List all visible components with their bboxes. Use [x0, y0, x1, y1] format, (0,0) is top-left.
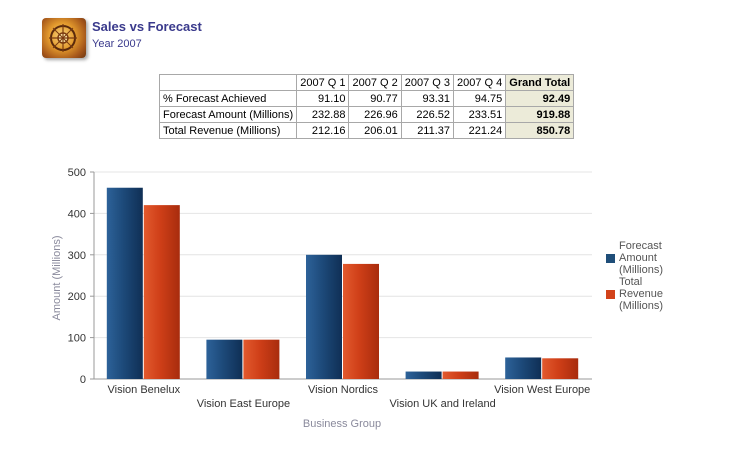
- y-tick-label: 400: [68, 208, 86, 220]
- table-cell: 221.24: [453, 122, 507, 139]
- y-tick-label: 500: [68, 167, 86, 179]
- report-title: Sales vs Forecast: [92, 19, 202, 34]
- table-cell: 91.10: [296, 90, 350, 107]
- bar-forecast: [106, 187, 143, 379]
- pivot-table: 2007 Q 1 2007 Q 2 2007 Q 3 2007 Q 4 Gran…: [158, 74, 575, 139]
- bar-forecast: [206, 339, 243, 379]
- table-cell: 211.37: [400, 122, 455, 139]
- table-cell: 226.96: [348, 106, 402, 123]
- y-tick-label: 0: [80, 374, 86, 386]
- pivot-header-row: 2007 Q 1 2007 Q 2 2007 Q 3 2007 Q 4 Gran…: [158, 74, 575, 91]
- bar-revenue: [442, 371, 479, 379]
- y-tick-label: 300: [68, 250, 86, 262]
- chart-axes: 0 100 200 300 400 500 Vision Benelux Vision Eas…: [68, 167, 592, 410]
- table-cell: 212.16: [296, 122, 350, 139]
- bar-revenue: [143, 205, 180, 379]
- y-axis-title: Amount (Millions): [51, 236, 63, 321]
- x-axis-title: Business Group: [303, 418, 381, 430]
- grand-total-cell: 919.88: [505, 106, 575, 123]
- bar-chart: 0 100 200 300 400 500 Vision Benelux Vision Eas…: [51, 167, 592, 430]
- bar-forecast: [306, 254, 342, 379]
- legend-item: Total Revenue (Millions): [604, 276, 724, 312]
- y-tick-label: 200: [68, 291, 86, 303]
- legend-item: Forecast Amount (Millions): [604, 240, 724, 276]
- y-tick-label: 100: [68, 333, 86, 345]
- x-tick-label: Vision East Europe: [197, 398, 290, 410]
- bar-revenue: [243, 339, 280, 379]
- table-cell: 226.52: [400, 106, 455, 123]
- bar-forecast: [405, 371, 442, 379]
- x-tick-label: Vision Nordics: [308, 384, 379, 396]
- x-tick-label: Vision West Europe: [494, 384, 590, 396]
- row-header: Forecast Amount (Millions): [158, 106, 298, 123]
- table-cell: 94.75: [453, 90, 507, 107]
- grand-total-header: Grand Total: [505, 74, 575, 91]
- row-header: Total Revenue (Millions): [158, 122, 298, 139]
- table-cell: 93.31: [400, 90, 455, 107]
- chart-bars: [106, 187, 579, 379]
- table-cell: 206.01: [348, 122, 402, 139]
- column-header: 2007 Q 4: [453, 74, 507, 91]
- x-tick-label: Vision UK and Ireland: [389, 398, 495, 410]
- bar-revenue: [343, 263, 379, 379]
- table-row: Forecast Amount (Millions) 232.88 226.96…: [158, 106, 575, 123]
- grand-total-cell: 92.49: [505, 90, 575, 107]
- pivot-corner-cell: [158, 74, 298, 91]
- x-tick-label: Vision Benelux: [108, 384, 181, 396]
- table-row: Total Revenue (Millions) 212.16 206.01 2…: [158, 122, 575, 139]
- column-header: 2007 Q 2: [348, 74, 402, 91]
- chart-legend: Forecast Amount (Millions) Total Revenue…: [604, 240, 724, 312]
- bar-forecast: [505, 357, 542, 379]
- legend-label: Total Revenue (Millions): [619, 276, 664, 312]
- table-cell: 90.77: [348, 90, 402, 107]
- row-header: % Forecast Achieved: [158, 90, 298, 107]
- table-row: % Forecast Achieved 91.10 90.77 93.31 94…: [158, 90, 575, 107]
- table-cell: 233.51: [453, 106, 507, 123]
- report-subtitle: Year 2007: [92, 38, 142, 50]
- legend-swatch: [606, 290, 615, 299]
- legend-swatch: [606, 254, 615, 263]
- legend-label: Forecast Amount (Millions): [619, 240, 663, 276]
- table-cell: 232.88: [296, 106, 350, 123]
- column-header: 2007 Q 1: [296, 74, 350, 91]
- grand-total-cell: 850.78: [505, 122, 575, 139]
- report-thumbnail-icon: [42, 18, 86, 58]
- bar-revenue: [542, 358, 579, 379]
- column-header: 2007 Q 3: [400, 74, 455, 91]
